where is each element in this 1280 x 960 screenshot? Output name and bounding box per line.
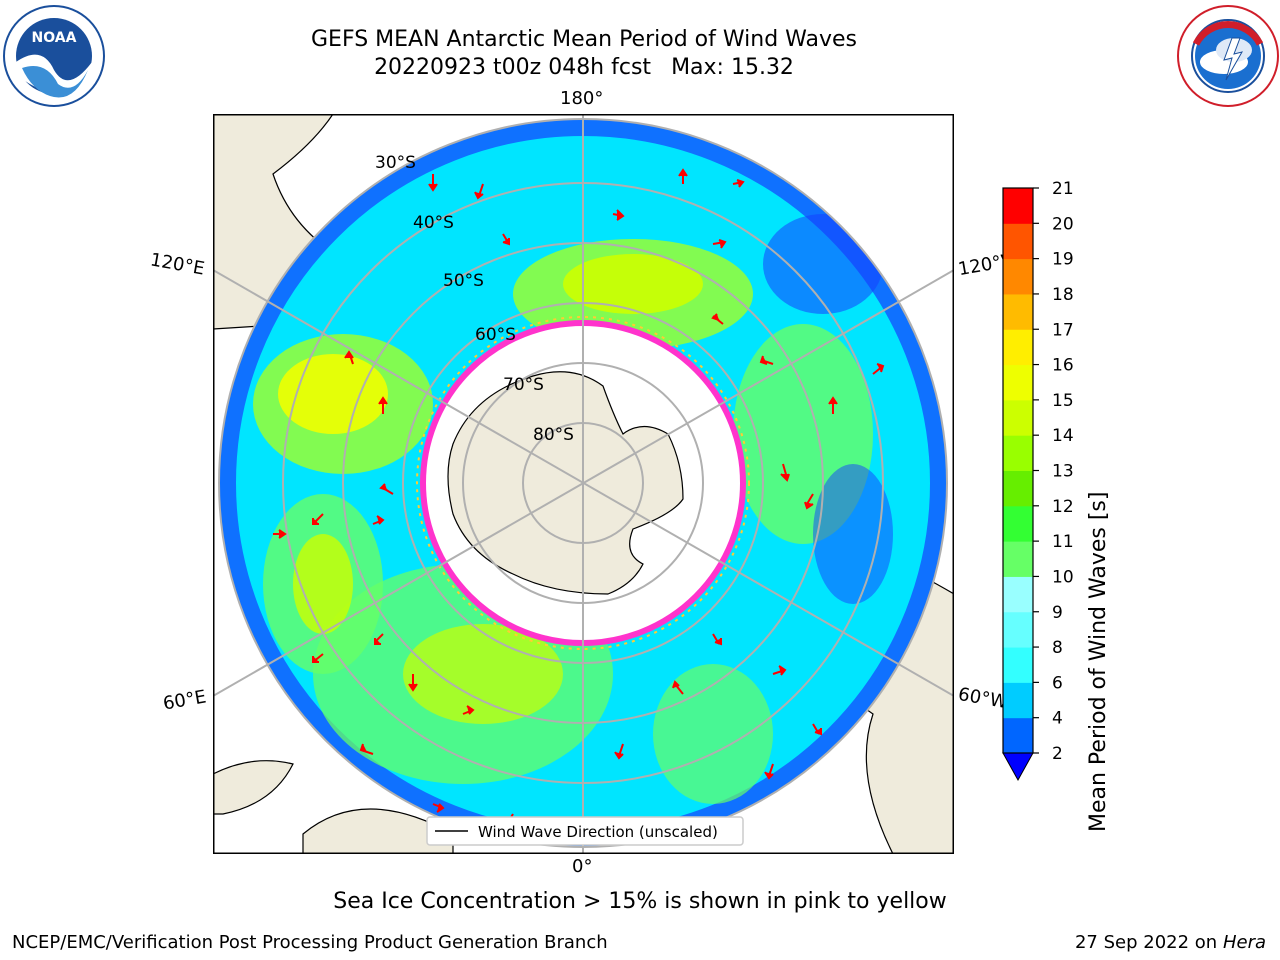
map-legend: Wind Wave Direction (unscaled) <box>426 816 744 846</box>
colorbar-tick-label: 20 <box>1052 214 1074 234</box>
colorbar-tick-label: 10 <box>1052 567 1074 587</box>
run-info: 20220923 t00z 048h fcst <box>374 55 652 80</box>
lat-label-40: 40°S <box>413 213 454 233</box>
africa-land <box>213 760 294 815</box>
map-border <box>213 114 954 854</box>
colorbar-segment <box>1003 293 1033 330</box>
colorbar: 2 4 6 8 9 10 11 12 13 14 15 16 17 18 19 20 21 <box>1002 180 1074 782</box>
colorbar-tick-label: 16 <box>1052 356 1074 376</box>
colorbar-tick-label: 12 <box>1052 497 1074 517</box>
footer-branch: NCEP/EMC/Verification Post Processing Pr… <box>12 932 608 953</box>
colorbar-tick-label: 8 <box>1052 638 1063 658</box>
noaa-logo: NOAA <box>3 5 105 107</box>
colorbar-segment <box>1003 647 1033 683</box>
colorbar-segment <box>1003 717 1033 754</box>
colorbar-tick-label: 21 <box>1052 180 1074 199</box>
colorbar-segment <box>1003 505 1033 542</box>
lon-label-120e: 120°E <box>148 249 207 280</box>
lon-label-60e: 60°E <box>161 686 208 715</box>
lat-label-60: 60°S <box>475 325 516 345</box>
colorbar-tick-label: 14 <box>1052 426 1074 446</box>
lat-label-30: 30°S <box>375 153 416 173</box>
colorbar-segment <box>1003 611 1033 648</box>
colorbar-segment <box>1003 435 1033 471</box>
lon-label-0: 0° <box>572 856 593 877</box>
colorbar-label: Mean Period of Wind Waves [s] <box>1086 491 1111 832</box>
colorbar-segment <box>1003 576 1033 613</box>
sea-ice-note: Sea Ice Concentration > 15% is shown in … <box>333 889 947 914</box>
lon-label-180: 180° <box>560 88 604 109</box>
footer-host: Hera <box>1222 932 1266 953</box>
map-panel: 30°S 40°S 50°S 60°S 70°S 80°S Wind Wave … <box>213 114 954 854</box>
colorbar-segment <box>1003 329 1033 366</box>
lat-label-70: 70°S <box>503 375 544 395</box>
colorbar-tick-label: 13 <box>1052 462 1074 482</box>
colorbar-extend-arrow <box>1002 752 1034 782</box>
colorbar-segment <box>1003 682 1033 719</box>
colorbar-tick-label: 17 <box>1052 320 1074 340</box>
polar-map: 30°S 40°S 50°S 60°S 70°S 80°S Wind Wave … <box>213 114 954 854</box>
colorbar-tick-label: 15 <box>1052 391 1074 411</box>
lat-label-50: 50°S <box>443 271 484 291</box>
footer-date: 27 Sep 2022 on Hera <box>1075 932 1266 953</box>
footer-date-text: 27 Sep 2022 on <box>1074 932 1218 953</box>
colorbar-tick-label: 11 <box>1052 532 1074 552</box>
chart-title: GEFS MEAN Antarctic Mean Period of Wind … <box>311 27 857 52</box>
colorbar-segment <box>1003 258 1033 295</box>
nws-logo <box>1177 5 1279 107</box>
colorbar-tick-label: 18 <box>1052 285 1074 305</box>
colorbar-segments <box>1003 188 1033 754</box>
wind-wave-arrows <box>273 168 885 830</box>
chart-subtitle: 20220923 t00z 048h fcst Max: 15.32 <box>0 54 1168 82</box>
colorbar-ticks: 2 4 6 8 9 10 11 12 13 14 15 16 17 18 19 20 21 <box>1033 180 1074 764</box>
colorbar-segment <box>1003 188 1033 224</box>
colorbar-tick-label: 4 <box>1052 709 1063 729</box>
map-gridlines <box>213 114 954 854</box>
max-value: Max: 15.32 <box>671 55 794 80</box>
colorbar-frame <box>1002 187 1034 754</box>
colorbar-segment <box>1003 223 1033 260</box>
noaa-logo-text: NOAA <box>32 30 77 46</box>
colorbar-segment <box>1003 399 1033 436</box>
colorbar-segment <box>1003 364 1033 401</box>
lat-label-80: 80°S <box>533 425 574 445</box>
colorbar-segment <box>1003 541 1033 577</box>
colorbar-tick-label: 6 <box>1052 673 1063 693</box>
legend-label: Wind Wave Direction (unscaled) <box>478 823 718 841</box>
colorbar-segment <box>1003 470 1033 507</box>
colorbar-tick-label: 2 <box>1052 744 1063 764</box>
colorbar-tick-label: 9 <box>1052 603 1063 623</box>
colorbar-tick-label: 19 <box>1052 250 1074 270</box>
